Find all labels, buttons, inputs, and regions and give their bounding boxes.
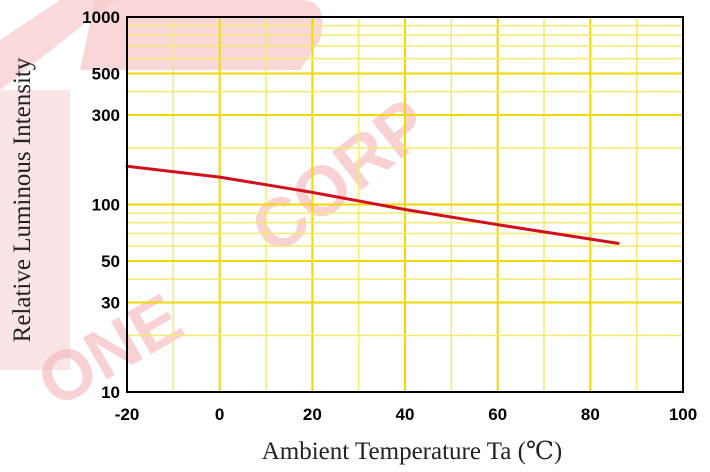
y-tick-label: 1000 — [82, 8, 120, 27]
plot-frame — [126, 16, 684, 393]
x-tick-label: 20 — [303, 405, 322, 424]
y-tick-label: 300 — [92, 106, 120, 125]
x-tick-label: 60 — [488, 405, 507, 424]
x-tick-label: 0 — [215, 405, 224, 424]
series-line — [125, 164, 620, 245]
x-axis-title: Ambient Temperature Ta (℃) — [262, 438, 563, 465]
x-tick-labels: -20 0 20 40 60 80 100 — [115, 405, 697, 424]
x-tick-label: 40 — [396, 405, 415, 424]
x-tick-label: 80 — [581, 405, 600, 424]
y-tick-label: 50 — [101, 252, 120, 271]
x-tick-label: -20 — [115, 405, 140, 424]
y-tick-label: 10 — [101, 383, 120, 402]
grid — [127, 17, 683, 392]
y-tick-label: 30 — [101, 294, 120, 313]
y-tick-labels: 10 30 50 100 300 500 1000 — [82, 8, 120, 402]
x-tick-label: 100 — [669, 405, 697, 424]
series-group — [125, 164, 620, 245]
y-axis-title: Relative Luminous Intensity — [9, 57, 36, 342]
y-tick-label: 100 — [92, 196, 120, 215]
y-tick-label: 500 — [92, 64, 120, 83]
